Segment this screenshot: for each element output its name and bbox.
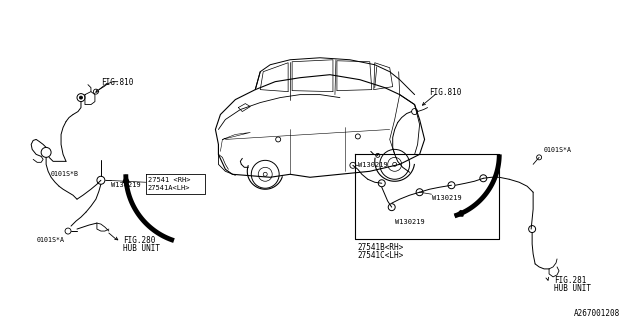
Text: 27541C<LH>: 27541C<LH> [358, 251, 404, 260]
Text: W130219: W130219 [431, 195, 461, 201]
Text: HUB UNIT: HUB UNIT [554, 284, 591, 293]
Text: 27541 <RH>: 27541 <RH> [148, 177, 190, 183]
Text: 0101S*B: 0101S*B [51, 171, 79, 177]
Text: W130219: W130219 [111, 182, 141, 188]
Text: A267001208: A267001208 [574, 309, 620, 318]
Text: W130219: W130219 [395, 219, 424, 225]
Text: FIG.280: FIG.280 [123, 236, 155, 245]
Text: HUB UNIT: HUB UNIT [123, 244, 160, 253]
Text: FIG.281: FIG.281 [554, 276, 586, 285]
Text: FIG.810: FIG.810 [101, 78, 133, 87]
Text: FIG.810: FIG.810 [429, 88, 462, 97]
Circle shape [79, 96, 83, 99]
Text: W130219: W130219 [358, 162, 388, 168]
Text: 27541B<RH>: 27541B<RH> [358, 243, 404, 252]
Text: 0101S*A: 0101S*A [36, 237, 64, 243]
Text: 27541A<LH>: 27541A<LH> [148, 185, 190, 191]
Text: 0101S*A: 0101S*A [544, 148, 572, 153]
